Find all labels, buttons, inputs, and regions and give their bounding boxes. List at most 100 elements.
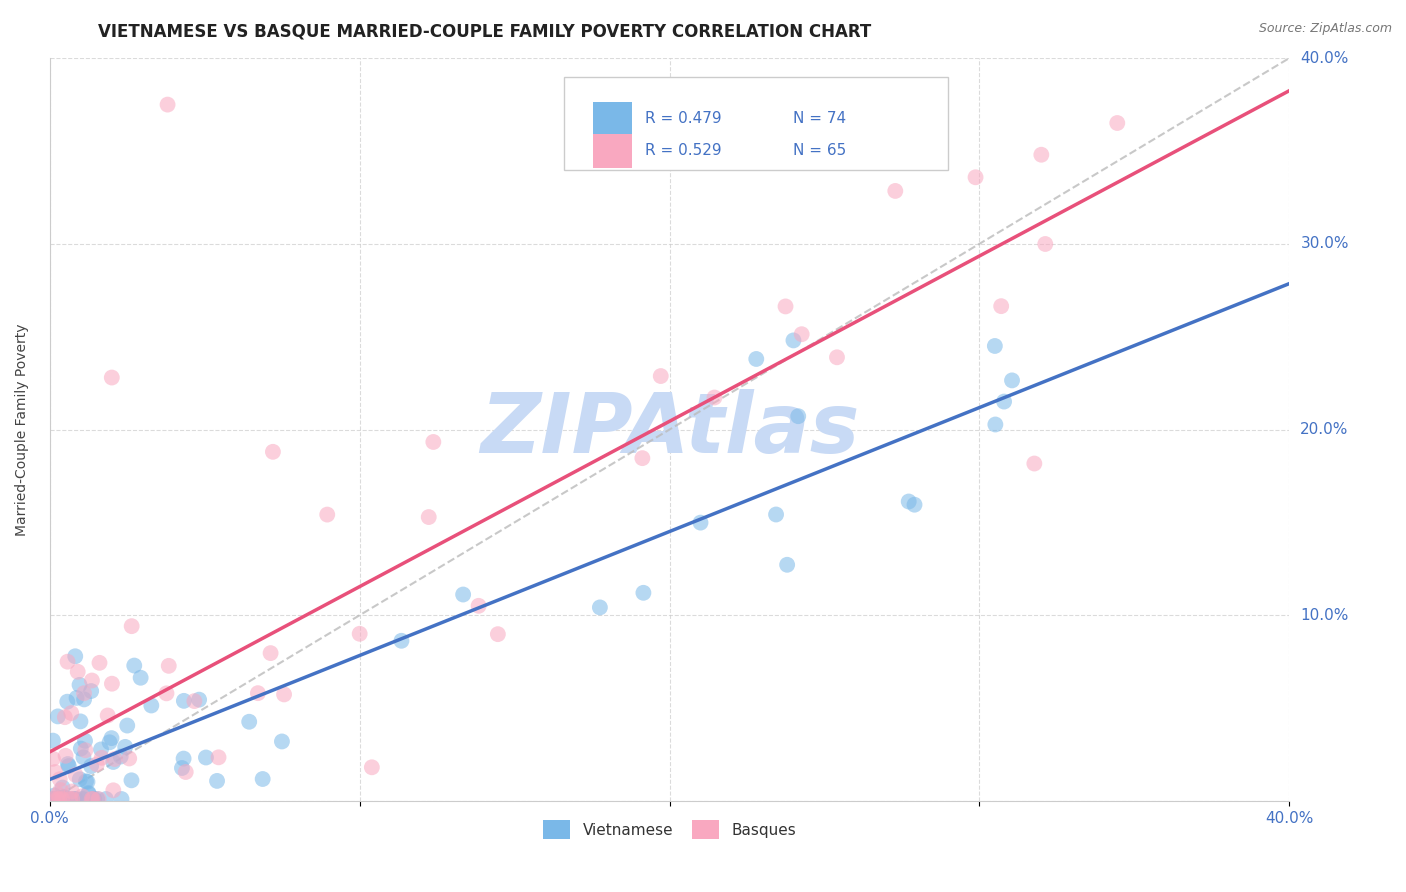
Bar	[593, 134, 633, 168]
Point	[121, 619, 143, 633]
Point	[273, 687, 295, 701]
Text: 20.0%: 20.0%	[1301, 422, 1348, 437]
Point	[984, 417, 1007, 432]
Point	[965, 170, 987, 185]
Point	[903, 498, 925, 512]
Point	[174, 764, 197, 779]
Point	[55, 748, 77, 763]
Point	[69, 714, 91, 729]
Point	[90, 751, 112, 765]
Point	[53, 710, 76, 724]
Point	[49, 792, 72, 806]
Point	[1033, 237, 1056, 252]
Point	[44, 765, 66, 780]
Point	[316, 508, 339, 522]
Point	[418, 510, 440, 524]
Point	[156, 97, 179, 112]
Point	[69, 772, 91, 787]
Point	[56, 757, 79, 772]
Point	[100, 731, 122, 745]
Point	[776, 558, 799, 572]
Point	[65, 649, 87, 664]
Point	[188, 692, 211, 706]
Point	[82, 792, 104, 806]
Point	[884, 184, 907, 198]
Point	[73, 686, 96, 700]
Point	[80, 759, 103, 773]
Point	[262, 445, 284, 459]
Point	[83, 792, 105, 806]
Point	[103, 783, 125, 797]
Point	[77, 787, 100, 801]
Point	[42, 752, 65, 766]
Point	[89, 656, 111, 670]
Point	[650, 369, 672, 384]
Point	[46, 787, 69, 801]
Point	[129, 671, 152, 685]
Point	[121, 773, 143, 788]
Point	[897, 494, 920, 508]
Point	[110, 749, 132, 764]
Point	[59, 792, 82, 806]
Text: N = 74: N = 74	[793, 112, 846, 127]
Point	[1001, 373, 1024, 387]
Point	[86, 792, 108, 806]
Point	[790, 327, 813, 342]
Point	[66, 665, 89, 679]
Point	[252, 772, 274, 786]
Point	[69, 678, 91, 692]
Point	[52, 790, 75, 805]
Point	[984, 339, 1007, 353]
Point	[122, 658, 145, 673]
Point	[58, 759, 80, 773]
Point	[63, 792, 86, 806]
Point	[467, 599, 489, 613]
Point	[65, 792, 87, 806]
Point	[183, 694, 205, 708]
Point	[703, 391, 725, 405]
Point	[114, 739, 136, 754]
Point	[65, 768, 87, 782]
Text: N = 65: N = 65	[793, 144, 846, 159]
Point	[993, 394, 1015, 409]
Point	[207, 750, 229, 764]
Text: 30.0%: 30.0%	[1301, 236, 1348, 252]
Point	[56, 655, 79, 669]
Point	[1024, 457, 1046, 471]
Bar	[593, 103, 633, 136]
Point	[689, 516, 711, 530]
Text: R = 0.479: R = 0.479	[645, 112, 721, 127]
Point	[259, 646, 281, 660]
Point	[1031, 147, 1053, 161]
Point	[1107, 116, 1129, 130]
Point	[48, 792, 70, 806]
Point	[52, 780, 75, 795]
Point	[82, 792, 104, 806]
Point	[70, 792, 93, 806]
Point	[765, 508, 787, 522]
Point	[42, 792, 65, 806]
Point	[65, 690, 87, 705]
Point	[53, 790, 76, 805]
FancyBboxPatch shape	[564, 77, 949, 169]
Point	[97, 708, 120, 723]
Point	[72, 750, 94, 764]
Point	[42, 733, 65, 747]
Text: 10.0%: 10.0%	[1301, 607, 1348, 623]
Point	[90, 742, 112, 756]
Point	[173, 751, 195, 765]
Point	[173, 694, 195, 708]
Point	[73, 692, 96, 706]
Text: R = 0.529: R = 0.529	[645, 144, 721, 159]
Point	[44, 789, 66, 803]
Point	[75, 774, 97, 789]
Point	[486, 627, 509, 641]
Point	[745, 351, 768, 366]
Point	[141, 698, 163, 713]
Point	[77, 786, 100, 800]
Point	[238, 714, 260, 729]
Point	[59, 792, 82, 806]
Point	[157, 658, 180, 673]
Point	[70, 789, 93, 804]
Point	[422, 434, 444, 449]
